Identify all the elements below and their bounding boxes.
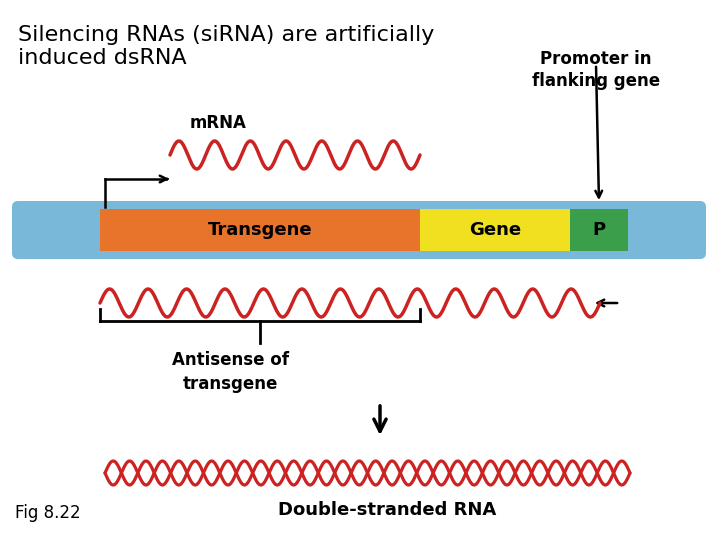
Text: P: P (593, 221, 606, 239)
FancyBboxPatch shape (12, 201, 706, 259)
Text: induced dsRNA: induced dsRNA (18, 48, 186, 68)
Text: Fig 8.22: Fig 8.22 (15, 504, 81, 522)
Text: Antisense of
transgene: Antisense of transgene (171, 351, 289, 393)
Text: mRNA: mRNA (190, 114, 247, 132)
Bar (420, 209, 570, 251)
Text: Double-stranded RNA: Double-stranded RNA (279, 501, 497, 519)
Bar (100, 209, 420, 251)
Text: Gene: Gene (469, 221, 521, 239)
Text: Silencing RNAs (siRNA) are artificially: Silencing RNAs (siRNA) are artificially (18, 25, 434, 45)
Text: Promoter in
flanking gene: Promoter in flanking gene (532, 50, 660, 90)
Text: Transgene: Transgene (207, 221, 312, 239)
Bar (570, 209, 628, 251)
